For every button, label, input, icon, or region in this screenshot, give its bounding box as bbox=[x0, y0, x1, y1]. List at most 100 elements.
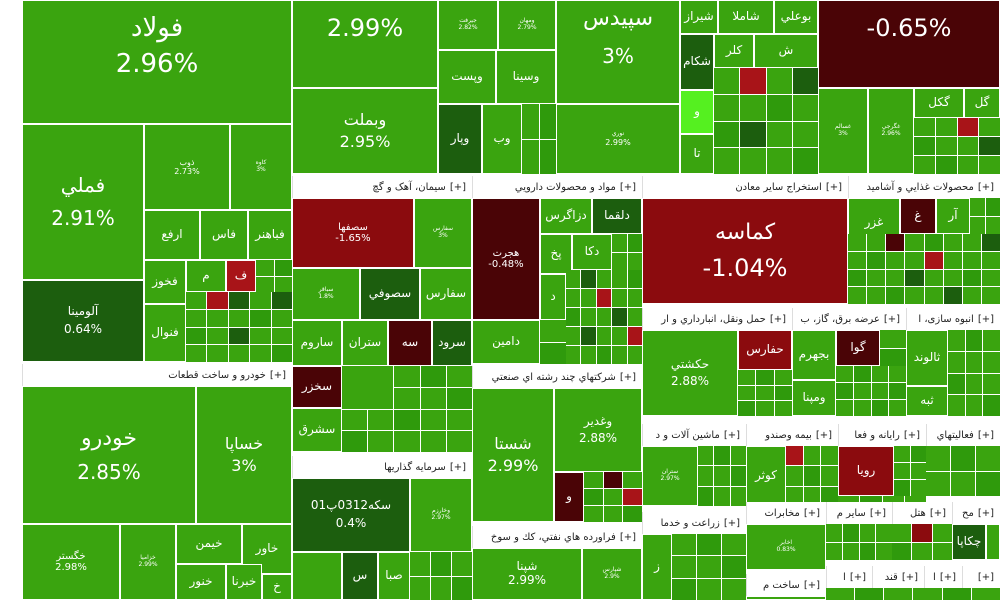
expand-button[interactable]: [+] bbox=[619, 181, 636, 193]
tile-noori[interactable]: نوري 2.99% bbox=[556, 104, 680, 174]
expand-button[interactable]: [+] bbox=[619, 531, 636, 543]
section-header-s3[interactable]: ا [+] bbox=[924, 566, 962, 588]
section-header-retail[interactable]: بيمه وصندو [+] bbox=[746, 424, 838, 446]
tile-zob[interactable]: ذوب 2.73% bbox=[144, 124, 230, 210]
tile-khodro[interactable]: خودرو 2.85% bbox=[22, 386, 196, 524]
tile-gakal[interactable]: گكل bbox=[914, 88, 964, 118]
tile-hejrat[interactable]: هجرت -0.48% bbox=[472, 198, 540, 320]
tile-ta[interactable]: تا bbox=[680, 134, 714, 174]
tile-vaghadir[interactable]: وغدير 2.88% bbox=[554, 388, 642, 472]
tile-hafars[interactable]: حفارس bbox=[738, 330, 792, 370]
expand-button[interactable]: [+] bbox=[977, 571, 994, 583]
tile-shepars[interactable]: شپارس 2.9% bbox=[582, 548, 642, 600]
tile-bga[interactable]: گوا bbox=[836, 330, 880, 366]
tile-skhzar[interactable]: سخزر bbox=[292, 366, 342, 408]
tile-alumina[interactable]: آلومينا 0.64% bbox=[22, 280, 144, 362]
section-header-computer[interactable]: رايانه و فعا [+] bbox=[838, 424, 926, 446]
tile-fam[interactable]: م bbox=[186, 260, 226, 292]
section-header-food[interactable]: محصولات غذايي و آشاميد [+] bbox=[848, 176, 1000, 198]
expand-button[interactable]: [+] bbox=[723, 517, 740, 529]
tile-kh[interactable]: خ bbox=[262, 574, 292, 600]
tile-dalqma[interactable]: دلقما bbox=[592, 198, 642, 234]
tile-rouya[interactable]: رويا bbox=[838, 446, 894, 496]
expand-button[interactable]: [+] bbox=[977, 507, 994, 519]
section-header-power[interactable]: عرضه برق، گاز، ب [+] bbox=[792, 308, 906, 330]
tile-vpar[interactable]: وپار bbox=[438, 104, 482, 174]
tile-fakhuz[interactable]: فخوز bbox=[144, 260, 186, 304]
tile-ar[interactable]: آر bbox=[936, 198, 970, 234]
tile-vpest[interactable]: وپست bbox=[438, 50, 496, 104]
tile-sarud[interactable]: سرود bbox=[432, 320, 472, 366]
tile-khsapa[interactable]: خساپا 3% bbox=[196, 386, 292, 524]
tile-khavar[interactable]: خاور bbox=[242, 524, 292, 574]
tile-vbim[interactable]: وب bbox=[482, 104, 522, 174]
section-header-agri[interactable]: زراعت و خدما [+] bbox=[642, 512, 746, 534]
tile-gh[interactable]: غ bbox=[900, 198, 936, 234]
tile-d[interactable]: د bbox=[540, 274, 566, 320]
tile-khzamia[interactable]: خزاميا 2.99% bbox=[120, 524, 176, 600]
tile-seke[interactable]: سکه0312پ01 0.4% bbox=[292, 478, 410, 552]
section-header-pharma[interactable]: مواد و محصولات دارويي [+] bbox=[472, 176, 642, 198]
tile-chekapa[interactable]: چكاپا bbox=[952, 524, 986, 560]
tile-small1[interactable]: جيرفت 2.82% bbox=[438, 0, 498, 50]
tile-dzagros[interactable]: دزاگرس bbox=[540, 198, 592, 234]
section-header-holding[interactable]: شركتهاي چند رشته اي صنعتي [+] bbox=[472, 366, 642, 388]
tile-agri-z[interactable]: ز bbox=[642, 534, 672, 600]
tile-saba[interactable]: صبا bbox=[378, 552, 410, 600]
tile-khgostar[interactable]: خگستر 2.98% bbox=[22, 524, 120, 600]
section-header-oil[interactable]: فراورده هاي نفتي، كك و سوخ [+] bbox=[472, 526, 642, 548]
expand-button[interactable]: [+] bbox=[803, 579, 820, 591]
tile-damin[interactable]: دامين bbox=[472, 320, 540, 364]
tile-darkred[interactable]: -0.65% bbox=[818, 0, 1000, 88]
tile-sofi[interactable]: سصوفي bbox=[360, 268, 420, 320]
expand-button[interactable]: [+] bbox=[929, 507, 946, 519]
tile-vasina[interactable]: وسينا bbox=[496, 50, 556, 104]
tile-fas[interactable]: فاس bbox=[200, 210, 248, 260]
tile-hakshti[interactable]: حكشتي 2.88% bbox=[642, 330, 738, 416]
tile-sepidis[interactable]: سپيدس 3% bbox=[556, 0, 680, 104]
tile-bouli[interactable]: بوعلي bbox=[774, 0, 818, 34]
tile-shakam[interactable]: شكام bbox=[680, 34, 714, 90]
expand-button[interactable]: [+] bbox=[723, 429, 740, 441]
section-header-mass2[interactable]: مح [+] bbox=[952, 502, 1000, 524]
expand-button[interactable]: [+] bbox=[977, 181, 994, 193]
tile-sh[interactable]: ش bbox=[754, 34, 818, 68]
expand-button[interactable]: [+] bbox=[903, 429, 920, 441]
expand-button[interactable]: [+] bbox=[803, 507, 820, 519]
tile-shamala[interactable]: شاملا bbox=[718, 0, 774, 34]
tile-folad[interactable]: فولاد 2.96% bbox=[22, 0, 292, 124]
tile-sahe[interactable]: سه bbox=[388, 320, 432, 366]
section-header-transport[interactable]: حمل ونقل، انبارداري و ار [+] bbox=[642, 308, 792, 330]
tile-khebrana[interactable]: خبرنا bbox=[226, 564, 262, 600]
section-header-investment[interactable]: سرمايه گذاريها [+] bbox=[292, 456, 472, 478]
tile-dka[interactable]: دکا bbox=[572, 234, 612, 270]
expand-button[interactable]: [+] bbox=[449, 181, 466, 193]
tile-build[interactable] bbox=[746, 596, 826, 600]
tile-dpakh[interactable]: پخ bbox=[540, 234, 572, 274]
tile-sotran[interactable]: ستران bbox=[342, 320, 388, 366]
tile-sasharq[interactable]: سشرق bbox=[292, 408, 342, 452]
tile-arfa[interactable]: ارفع bbox=[144, 210, 200, 260]
tile-kowsar[interactable]: كوثر bbox=[746, 446, 786, 506]
expand-button[interactable]: [+] bbox=[977, 313, 994, 325]
tile-kal[interactable]: كلر bbox=[714, 34, 754, 68]
tile-kheiman[interactable]: خيمن bbox=[176, 524, 242, 564]
tile-gol[interactable]: گل bbox=[964, 88, 1000, 118]
expand-button[interactable]: [+] bbox=[901, 571, 918, 583]
tile-cell2[interactable]: 2.99% bbox=[292, 0, 438, 88]
section-header-telecom[interactable]: مخابرات [+] bbox=[746, 502, 826, 524]
tile-sarum[interactable]: ساروم bbox=[292, 320, 342, 366]
section-header-others[interactable]: ساير م [+] bbox=[826, 502, 892, 524]
expand-button[interactable]: [+] bbox=[619, 371, 636, 383]
tile-telecom[interactable]: اخابر 0.83% bbox=[746, 524, 826, 570]
tile-fanval[interactable]: فنوال bbox=[144, 304, 186, 362]
expand-button[interactable]: [+] bbox=[869, 507, 886, 519]
section-header-cement[interactable]: سيمان، آهک و گچ [+] bbox=[292, 176, 472, 198]
expand-button[interactable]: [+] bbox=[269, 369, 286, 381]
tile-va[interactable]: و bbox=[680, 90, 714, 134]
tile-tabe[interactable]: ثبه bbox=[906, 386, 948, 416]
tile-vakharazm[interactable]: وخارزم 2.97% bbox=[410, 478, 472, 552]
section-header-auto[interactable]: خودرو و ساخت قطعات [+] bbox=[22, 364, 292, 386]
tile-shasta[interactable]: شستا 2.99% bbox=[472, 388, 554, 522]
tile-small2[interactable]: ومهان 2.79% bbox=[498, 0, 556, 50]
